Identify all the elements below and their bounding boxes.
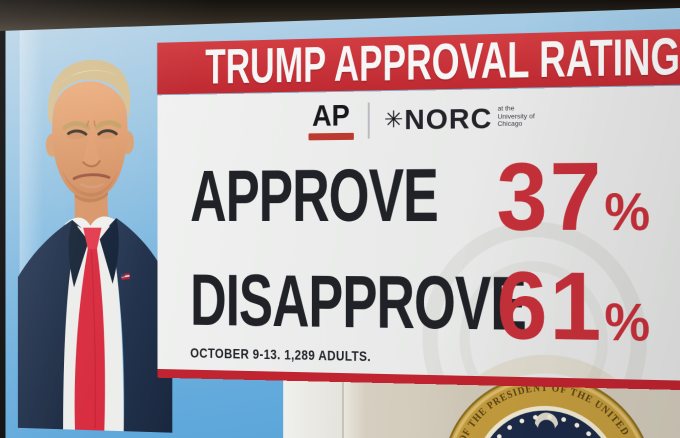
disapprove-label: DISAPPROVE (190, 259, 526, 348)
flag-pin (120, 273, 130, 280)
disapprove-percent-sign: % (604, 293, 651, 353)
trump-portrait-graphic (17, 58, 173, 433)
approve-percent-sign: % (604, 183, 651, 243)
approve-row: APPROVE 37 % (190, 141, 680, 251)
norc-tagline-line3: Chicago (497, 120, 523, 128)
approve-label: APPROVE (190, 153, 438, 239)
disapprove-number: 61 (496, 251, 604, 361)
logo-row: AP ✳ NORC at the University of Chicago (157, 91, 680, 147)
headline-banner: TRUMP APPROVAL RATING (157, 28, 680, 95)
approve-value: 37 % (496, 141, 651, 251)
screen-content: SEAL OF THE PRESIDENT OF THE UNITED STAT… (17, 0, 680, 438)
presidential-seal-graphic: SEAL OF THE PRESIDENT OF THE UNITED STAT… (428, 358, 669, 438)
ap-logo: AP (308, 99, 355, 140)
norc-star-icon: ✳ (383, 105, 404, 133)
norc-tagline: at the University of Chicago (498, 105, 535, 129)
approve-number: 37 (496, 141, 604, 251)
presidential-seal: SEAL OF THE PRESIDENT OF THE UNITED STAT… (428, 358, 669, 438)
ap-logo-underline (308, 132, 355, 140)
headline-title: TRUMP APPROVAL RATING (205, 28, 680, 95)
norc-logo: ✳ NORC at the University of Chicago (383, 102, 535, 136)
trump-photo (17, 31, 173, 433)
ap-logo-text: AP (312, 99, 351, 133)
logo-divider (368, 102, 371, 139)
norc-logo-text: NORC (404, 102, 493, 136)
disapprove-value: 61 % (496, 251, 651, 361)
disapprove-row: DISAPPROVE 61 % (190, 249, 680, 361)
poll-card: AP ✳ NORC at the University of Chicago (157, 85, 680, 391)
tv-screen: SEAL OF THE PRESIDENT OF THE UNITED STAT… (5, 0, 680, 438)
